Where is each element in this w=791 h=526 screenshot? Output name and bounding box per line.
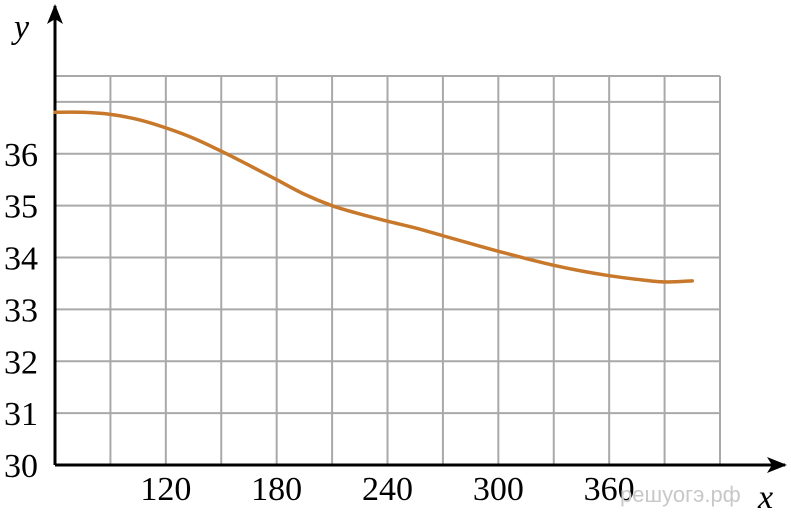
y-tick-label: 31	[4, 396, 38, 433]
x-axis-label: x	[757, 479, 773, 516]
y-axis-label: y	[11, 9, 30, 46]
x-tick-label: 300	[473, 471, 524, 508]
x-tick-label: 240	[362, 471, 413, 508]
series-layer	[53, 110, 695, 284]
y-tick-label: 35	[4, 189, 38, 226]
series-line	[53, 110, 695, 284]
grid	[55, 75, 721, 465]
watermark: решуогэ.рф	[620, 482, 741, 507]
axes	[47, 4, 787, 473]
y-tick-label: 34	[4, 241, 38, 278]
tick-labels: 120 180 240 300 360 30 31 32 33 34 35 36	[4, 137, 635, 508]
y-tick-label: 30	[4, 448, 38, 485]
y-tick-label: 33	[4, 292, 38, 329]
x-tick-label: 180	[251, 471, 302, 508]
y-tick-label: 36	[4, 137, 38, 174]
y-tick-label: 32	[4, 344, 38, 381]
x-tick-label: 120	[140, 471, 191, 508]
x-tick-label: 360	[584, 471, 635, 508]
